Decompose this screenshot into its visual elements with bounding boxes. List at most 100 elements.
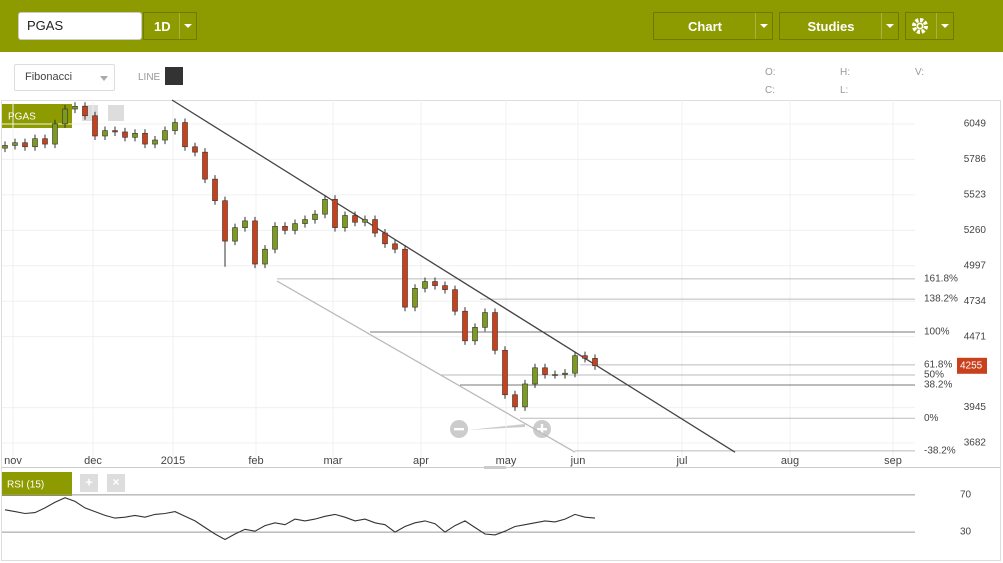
candle-body <box>182 122 188 148</box>
x-tick-label: jul <box>675 455 687 467</box>
candle-body <box>42 138 48 145</box>
fib-level-label: 161.8% <box>924 273 958 284</box>
line-color-swatch[interactable] <box>165 67 183 85</box>
candle-body <box>492 312 498 351</box>
candle-body <box>2 145 8 149</box>
y-tick-label: 5260 <box>964 225 987 236</box>
x-tick-label: may <box>496 455 517 467</box>
last-price-tag <box>957 357 987 374</box>
candle-body <box>212 178 218 201</box>
trend-line <box>171 99 736 453</box>
fib-level-label: 61.8% <box>924 359 952 370</box>
y-tick-label: 4997 <box>964 260 987 271</box>
candle-body <box>462 310 468 342</box>
candle-body <box>72 106 78 110</box>
ohlc-label: C: <box>765 85 775 96</box>
fib-level-label: 50% <box>924 370 944 381</box>
studies-button[interactable]: Studies <box>779 12 899 40</box>
y-tick-label: 5786 <box>964 154 987 165</box>
chart-label: Chart <box>688 19 722 34</box>
candle-body <box>342 215 348 228</box>
candle-body <box>292 223 298 231</box>
fib-level-label: 38.2% <box>924 380 952 391</box>
candle-body <box>582 355 588 359</box>
interval-button[interactable]: 1D <box>143 12 197 40</box>
candle-body <box>232 227 238 242</box>
candle-body <box>252 220 258 265</box>
x-tick-label: sep <box>884 455 902 467</box>
y-tick-label: 4734 <box>964 296 987 307</box>
line-label: LINE <box>138 72 161 83</box>
x-tick-label: 2015 <box>161 455 185 467</box>
candle-body <box>192 146 198 153</box>
chart-button[interactable]: Chart <box>653 12 773 40</box>
collapse-button[interactable] <box>108 105 124 121</box>
candle-body <box>262 248 268 265</box>
candle-body <box>572 355 578 374</box>
study-add-icon: + <box>85 474 93 489</box>
candle-body <box>132 132 138 138</box>
x-tick-label: dec <box>84 455 102 467</box>
fib-level-label: -38.2% <box>924 445 956 456</box>
candle-body <box>312 213 318 220</box>
interval-label: 1D <box>154 19 171 34</box>
candle-body <box>122 131 128 138</box>
y-tick-label: 5523 <box>964 190 987 201</box>
candle-body <box>222 200 228 242</box>
zoom-in-icon <box>540 424 544 434</box>
x-tick-label: feb <box>248 455 263 467</box>
symbol-input[interactable]: PGAS <box>18 12 142 40</box>
y-tick-label: 70 <box>960 490 972 501</box>
panel-resize-handle[interactable] <box>484 466 506 469</box>
y-tick-label: 6049 <box>964 119 987 130</box>
candle-body <box>172 122 178 131</box>
settings-button[interactable] <box>905 12 954 40</box>
x-tick-label: nov <box>4 455 22 467</box>
candle-body <box>372 219 378 234</box>
zoom-control <box>450 420 551 438</box>
candle-body <box>352 215 358 223</box>
y-tick-label: 4471 <box>964 331 987 342</box>
candle-body <box>102 130 108 137</box>
y-tick-label: 30 <box>960 527 972 538</box>
candle-body <box>62 108 68 125</box>
candle-body <box>152 139 158 145</box>
candle-body <box>12 142 18 146</box>
candle-body <box>22 142 28 148</box>
candle-body <box>562 372 568 375</box>
study-add-button[interactable] <box>80 474 98 492</box>
ohlc-label: H: <box>840 67 850 78</box>
candle-body <box>32 138 38 148</box>
candle-body <box>202 151 208 180</box>
candle-body <box>402 248 408 308</box>
zoom-slider <box>468 424 525 430</box>
candle-body <box>532 367 538 385</box>
gear-icon <box>912 18 928 34</box>
candle-body <box>502 349 508 396</box>
fib-level-label: 100% <box>924 327 950 338</box>
candle-body <box>452 289 458 312</box>
candle-body <box>82 106 88 117</box>
top-toolbar: PGAS 1D Chart Studies <box>0 0 1003 52</box>
rsi-line <box>4 497 596 541</box>
study-remove-button[interactable] <box>107 474 125 492</box>
candle-body <box>432 281 438 286</box>
ohlc-label: L: <box>840 85 849 96</box>
candle-body <box>282 225 288 231</box>
candle-body <box>592 358 598 367</box>
drawing-tool-select[interactable]: Fibonacci <box>14 64 115 91</box>
study-tag <box>2 472 72 496</box>
y-tick-label: 3682 <box>964 438 987 449</box>
candle-body <box>362 219 368 223</box>
candle-body <box>392 243 398 250</box>
drawing-toolbar: Fibonacci LINE O: H: V: C: L: <box>0 52 1003 100</box>
studies-label: Studies <box>807 19 855 34</box>
study-remove-icon: × <box>112 475 119 489</box>
candle-body <box>382 232 388 245</box>
series-tag-label: PGAS <box>8 112 36 123</box>
candle-body <box>512 394 518 408</box>
candle-body <box>482 312 488 328</box>
candle-body <box>302 219 308 224</box>
